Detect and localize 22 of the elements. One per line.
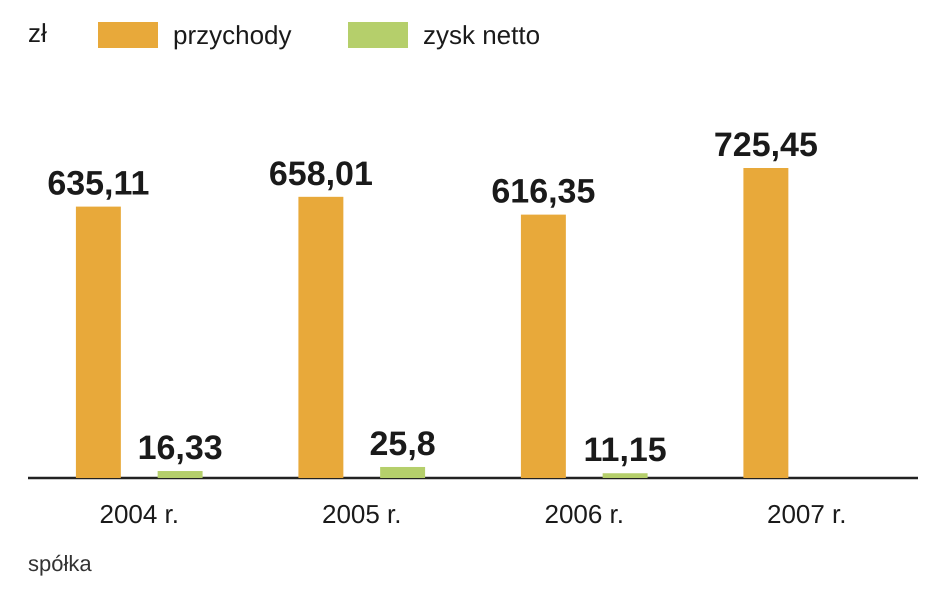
x-tick-label: 2005 r. <box>322 499 402 529</box>
data-label: 658,01 <box>268 154 373 193</box>
bar <box>602 473 648 478</box>
x-tick-label: 2004 r. <box>99 499 180 529</box>
bar <box>380 466 426 478</box>
data-label: 25,8 <box>370 424 436 463</box>
bar <box>76 206 121 478</box>
legend-label: zysk netto <box>423 20 540 50</box>
data-label: 635,11 <box>47 164 150 203</box>
legend-title: zł <box>28 18 47 48</box>
bar <box>520 214 566 478</box>
data-label: 725,45 <box>714 126 818 164</box>
x-tick-label: 2007 r. <box>766 499 847 529</box>
data-label: 616,35 <box>491 172 596 211</box>
bar <box>743 168 788 478</box>
bar <box>298 196 344 478</box>
bar <box>158 471 203 478</box>
data-label: 16,33 <box>138 429 223 468</box>
data-label: 11,15 <box>584 431 667 470</box>
legend-label: przychody <box>173 20 292 50</box>
text: spółka <box>28 551 92 576</box>
x-tick-label: 2006 r. <box>544 499 624 529</box>
